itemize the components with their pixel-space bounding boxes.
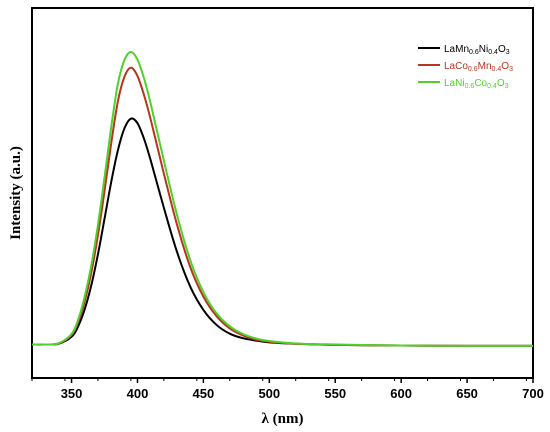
x-axis-label: λ (nm) xyxy=(262,411,304,427)
plot-border xyxy=(31,7,534,379)
x-tick-label: 550 xyxy=(324,386,346,401)
legend-label-3: LaNi0.6Co0.4O3 xyxy=(444,78,509,90)
x-axis-ticks: 350 400 450 500 550 600 650 700 xyxy=(31,378,544,401)
x-tick-label: 600 xyxy=(390,386,412,401)
series-line-3 xyxy=(31,50,534,347)
x-tick-label: 400 xyxy=(127,386,149,401)
x-tick-label: 500 xyxy=(258,386,280,401)
series-lines xyxy=(31,50,534,347)
legend-label-2: LaCo0.6Mn0.4O3 xyxy=(444,61,513,73)
y-axis-label: Intensity (a.u.) xyxy=(8,146,24,240)
x-tick-label: 700 xyxy=(522,386,544,401)
legend: LaMn0.6Ni0.4O3 LaCo0.6Mn0.4O3 LaNi0.6Co0.4… xyxy=(418,44,513,90)
x-tick-label: 650 xyxy=(456,386,478,401)
plot-frame xyxy=(31,7,534,379)
x-tick-label: 450 xyxy=(193,386,215,401)
x-tick-label: 350 xyxy=(61,386,83,401)
legend-label-1: LaMn0.6Ni0.4O3 xyxy=(444,44,510,56)
